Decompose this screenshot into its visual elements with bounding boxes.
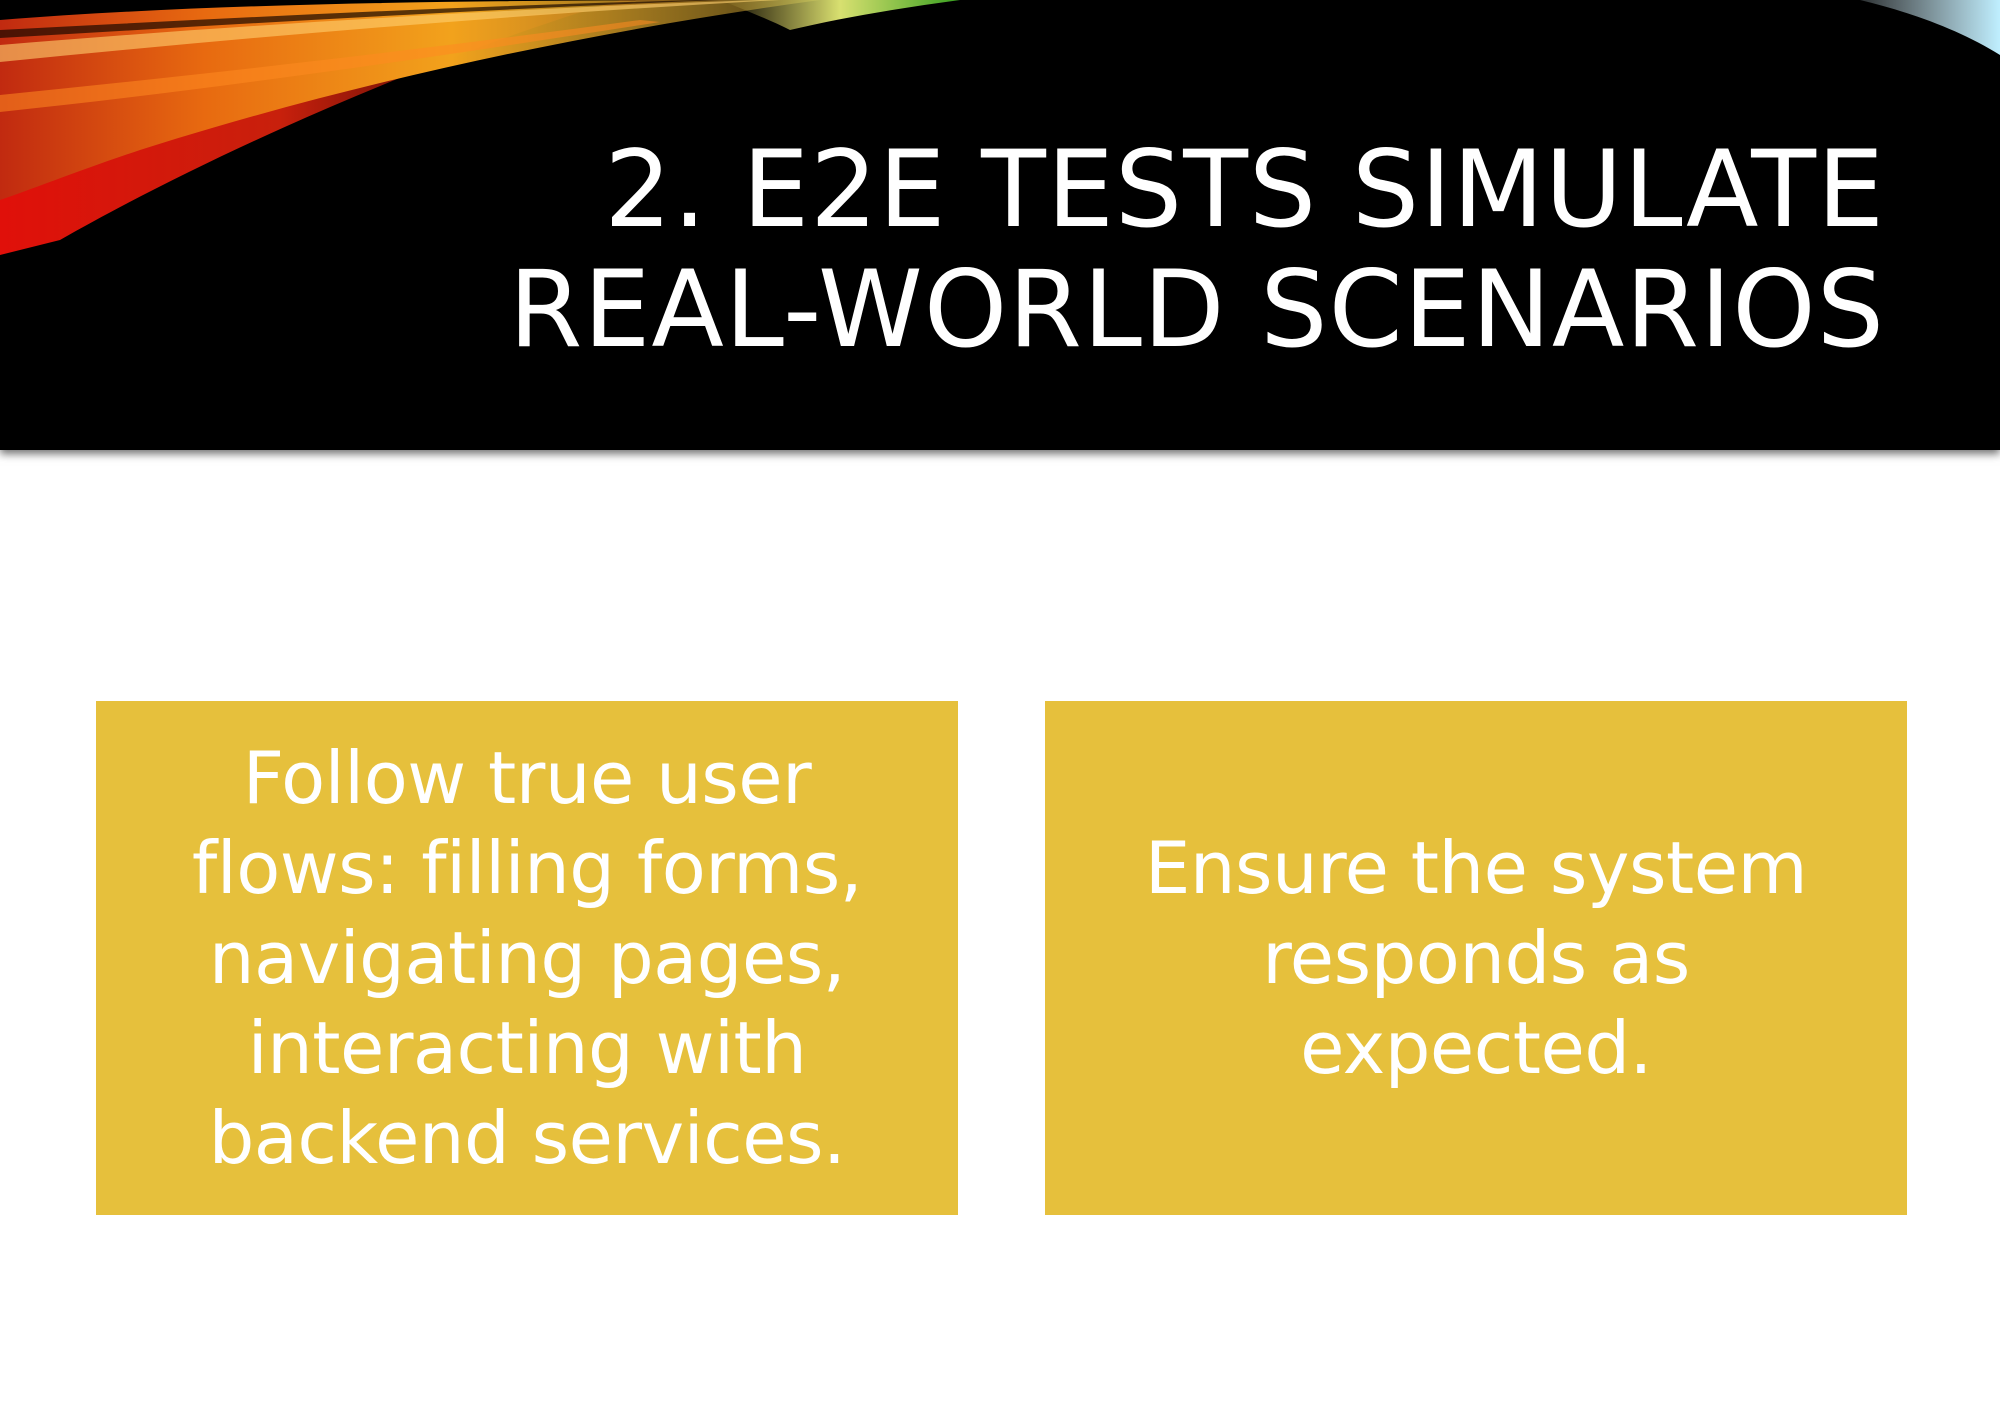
content-box-system-response: Ensure the system responds as expected. — [1045, 701, 1907, 1215]
content-box-line: backend services. — [208, 1096, 846, 1180]
content-box-user-flows: Follow true user flows: filling forms, n… — [96, 701, 958, 1215]
slide-title: 2. E2E TESTS SIMULATE REAL-WORLD SCENARI… — [285, 130, 1885, 370]
title-banner: 2. E2E TESTS SIMULATE REAL-WORLD SCENARI… — [0, 0, 2000, 450]
content-box-line: flows: filling forms, — [191, 826, 863, 910]
slide-title-line: REAL-WORLD SCENARIOS — [508, 248, 1885, 371]
content-box-text: Follow true user flows: filling forms, n… — [191, 733, 863, 1183]
content-box-line: navigating pages, — [208, 916, 846, 1000]
content-box-text: Ensure the system responds as expected. — [1144, 823, 1808, 1093]
content-box-line: Follow true user — [242, 736, 812, 820]
content-box-line: responds as — [1262, 916, 1690, 1000]
content-box-line: Ensure the system — [1144, 826, 1808, 910]
decorative-color-swoosh — [0, 0, 2000, 255]
slide-title-line: 2. E2E TESTS SIMULATE — [604, 128, 1885, 251]
content-box-line: interacting with — [247, 1006, 807, 1090]
content-box-line: expected. — [1300, 1006, 1652, 1090]
